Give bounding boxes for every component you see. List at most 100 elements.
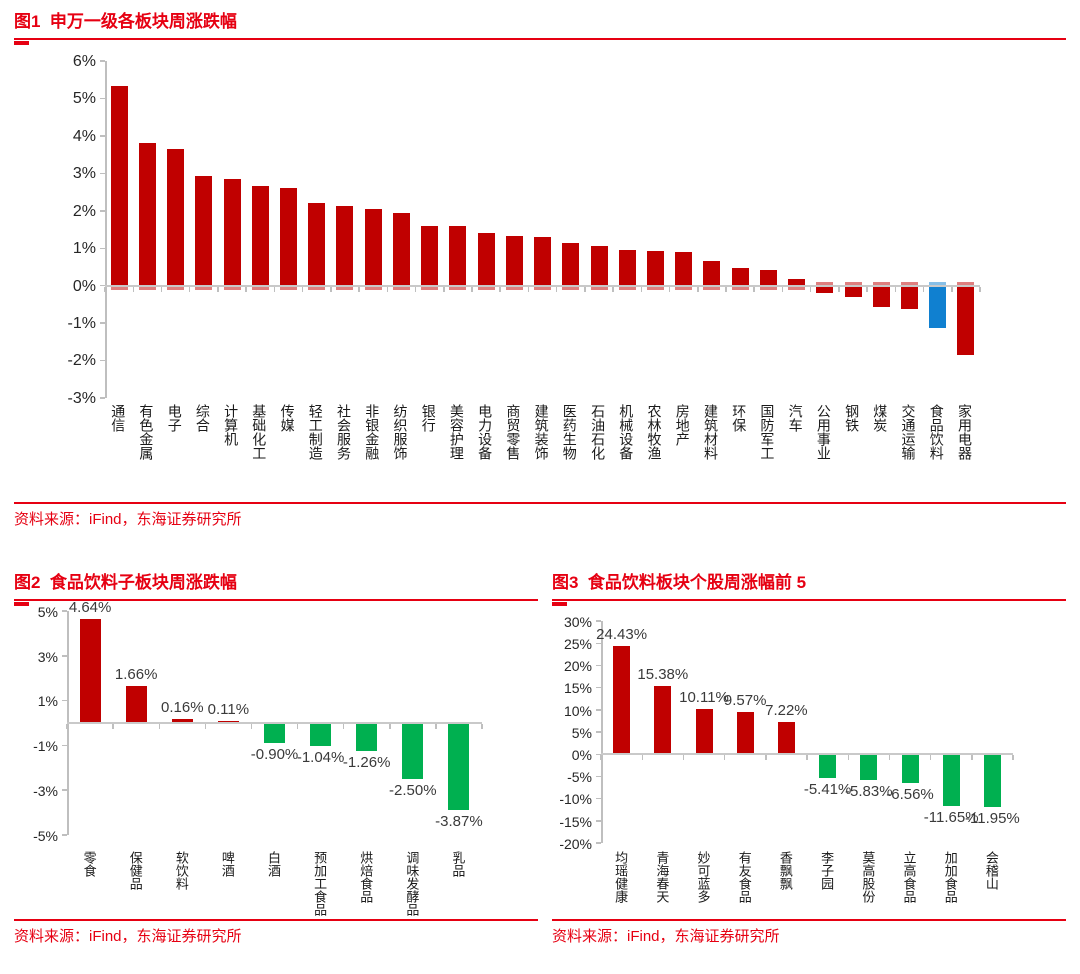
- x-axis-tick: [104, 286, 106, 292]
- bar-base-dash: [957, 281, 975, 285]
- category-label: 均瑶健康: [613, 851, 629, 903]
- zero-axis-line: [105, 284, 980, 287]
- y-tick-mark: [62, 699, 67, 702]
- y-tick-mark: [62, 655, 67, 657]
- x-axis-tick: [386, 286, 388, 292]
- figure-1-source-text: 资料来源：iFind，东海证券研究所: [14, 511, 242, 528]
- bar-电力设备: [477, 232, 495, 286]
- bar-香飘飘: [777, 722, 795, 755]
- bar-base-dash: [534, 287, 551, 291]
- bar-base-dash: [308, 287, 326, 291]
- y-tick-label: -3%: [33, 782, 58, 799]
- x-axis-tick: [273, 286, 276, 292]
- bar-base-dash: [844, 281, 862, 285]
- bar-base-dash: [392, 287, 410, 291]
- x-axis-tick: [971, 755, 973, 761]
- category-label: 电子: [166, 404, 183, 432]
- bar-base-dash: [590, 287, 608, 291]
- category-label: 青海春天: [654, 851, 670, 903]
- y-tick-label: 0%: [72, 277, 96, 295]
- x-axis-tick: [838, 286, 840, 292]
- y-tick-label: -5%: [567, 769, 592, 786]
- category-label: 传媒: [279, 404, 296, 432]
- bar-美容护理: [449, 226, 467, 286]
- bar-base-dash: [929, 281, 947, 285]
- category-label: 建筑材料: [703, 404, 719, 460]
- figure-1-title-text: 图1 申万一级各板块周涨跌幅: [14, 12, 237, 31]
- y-tick-mark: [100, 284, 105, 287]
- y-tick-label: 25%: [563, 635, 592, 652]
- category-label: 轻工制造: [307, 404, 324, 460]
- bar-value-label: -11.95%: [965, 810, 1020, 828]
- x-axis-tick: [499, 286, 501, 292]
- bar-value-label: 10.11%: [679, 689, 729, 707]
- bar-value-label: -11.65%: [923, 808, 979, 826]
- bar-有色金属: [138, 143, 156, 286]
- bar-value-label: 0.11%: [207, 700, 250, 718]
- figure-2: 图2 食品饮料子板块周涨跌幅 5% 3% 1% -1% -3% -5% 4.64% 零食 1.6…: [14, 573, 538, 946]
- figure-3-title-text: 图3 食品饮料板块个股周涨幅前 5: [552, 573, 807, 592]
- figure-3: 图3 食品饮料板块个股周涨幅前 5 30% 25% 20% 15% 10% 5% 0% -5%…: [552, 573, 1066, 946]
- bar-妙可蓝多: [695, 709, 713, 755]
- bar-基础化工: [251, 186, 269, 286]
- bar-李子园: [819, 754, 837, 779]
- category-label: 乳品: [450, 851, 466, 877]
- category-label: 家用电器: [957, 404, 973, 460]
- y-tick-mark: [100, 97, 105, 100]
- figure-3-title: 图3 食品饮料板块个股周涨幅前 5: [552, 573, 1066, 606]
- x-axis-tick: [641, 755, 643, 761]
- bar-电子: [167, 149, 185, 286]
- category-label: 零食: [81, 851, 97, 877]
- bar-base-dash: [364, 287, 382, 291]
- y-axis-line: [601, 621, 603, 843]
- y-tick-label: 1%: [72, 240, 96, 257]
- bar-软饮料: [171, 719, 193, 723]
- x-axis-tick: [250, 724, 253, 729]
- bar-房地产: [675, 252, 693, 286]
- x-axis-tick: [612, 286, 614, 292]
- bar-value-label: 7.22%: [765, 702, 808, 720]
- x-axis-tick: [781, 286, 784, 292]
- y-tick-label: 2%: [72, 202, 96, 220]
- figure-1-source: 资料来源：iFind，东海证券研究所: [14, 502, 1066, 529]
- category-label: 电力设备: [477, 404, 494, 460]
- x-axis-tick: [471, 286, 473, 292]
- x-axis-tick: [204, 724, 207, 729]
- title-accent-tab: [552, 601, 567, 606]
- y-tick-label: 1%: [37, 693, 58, 710]
- bar-国防军工: [759, 269, 777, 286]
- category-label: 美容护理: [448, 404, 465, 460]
- bar-零食: [79, 619, 101, 723]
- x-axis-tick: [888, 755, 891, 761]
- bar-传媒: [280, 187, 297, 286]
- bar-加加食品: [942, 754, 960, 806]
- bar-base-dash: [138, 287, 156, 291]
- bar-base-dash: [449, 287, 467, 291]
- x-axis-tick: [414, 286, 417, 292]
- y-tick-mark: [596, 642, 601, 644]
- x-axis-tick: [806, 755, 808, 761]
- y-tick-mark: [596, 709, 601, 711]
- bar-base-dash: [703, 287, 721, 291]
- bar-煤炭: [872, 285, 890, 308]
- x-axis-tick: [358, 286, 360, 292]
- y-tick-mark: [100, 60, 105, 62]
- category-label: 钢铁: [844, 404, 861, 432]
- bar-调味发酵品: [402, 723, 424, 779]
- bar-base-dash: [788, 287, 805, 291]
- bar-社会服务: [336, 205, 354, 286]
- y-tick-mark: [596, 820, 601, 822]
- bar-value-label: -2.50%: [389, 782, 437, 799]
- y-axis-line: [105, 61, 107, 398]
- x-axis-tick: [640, 286, 642, 292]
- category-label: 加加食品: [942, 851, 958, 903]
- category-label: 综合: [194, 404, 211, 432]
- y-tick-label: 3%: [37, 648, 58, 665]
- bar-家用电器: [957, 285, 975, 355]
- y-tick-label: -3%: [67, 389, 96, 407]
- x-axis-tick: [245, 286, 247, 292]
- figures-row: 图2 食品饮料子板块周涨跌幅 5% 3% 1% -1% -3% -5% 4.64% 零食 1.6…: [14, 573, 1066, 946]
- bar-base-dash: [505, 287, 523, 291]
- y-tick-mark: [62, 744, 67, 747]
- category-label: 通信: [110, 404, 127, 432]
